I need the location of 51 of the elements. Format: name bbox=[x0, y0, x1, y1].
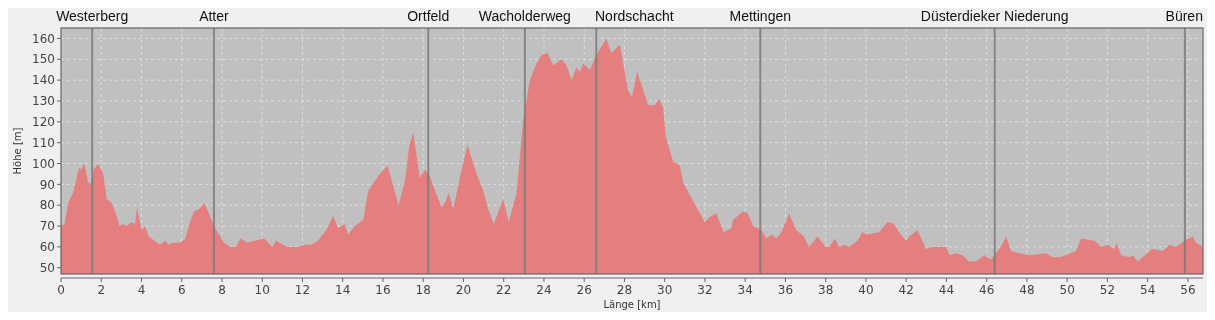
y-tick-label: 140 bbox=[32, 73, 55, 88]
y-tick-label: 160 bbox=[32, 31, 55, 46]
y-tick-label: 90 bbox=[39, 177, 55, 192]
x-tick-label: 38 bbox=[818, 283, 834, 297]
x-tick-label: 42 bbox=[898, 283, 914, 297]
x-tick-label: 26 bbox=[576, 283, 592, 297]
y-tick-label: 70 bbox=[39, 219, 55, 234]
x-tick-label: 4 bbox=[137, 283, 146, 297]
x-tick-label: 48 bbox=[1019, 283, 1035, 297]
ref-line-label: Nordschacht bbox=[595, 8, 674, 24]
x-tick-label: 20 bbox=[455, 283, 472, 297]
x-tick-label: 32 bbox=[697, 283, 713, 297]
x-tick-label: 24 bbox=[536, 283, 552, 297]
ref-line-label: Westerberg bbox=[56, 8, 129, 24]
x-tick-label: 14 bbox=[335, 283, 351, 297]
y-tick-label: 100 bbox=[32, 156, 55, 171]
x-tick-label: 30 bbox=[657, 283, 673, 297]
x-tick-label: 8 bbox=[218, 283, 226, 297]
ref-line-label: Düsterdieker Niederung bbox=[920, 8, 1069, 24]
x-tick-label: 0 bbox=[57, 283, 65, 297]
x-tick-label: 40 bbox=[858, 283, 874, 297]
x-tick-label: 18 bbox=[415, 283, 431, 297]
x-tick-label: 22 bbox=[496, 283, 512, 297]
y-tick-label: 150 bbox=[32, 52, 55, 67]
y-tick-label: 50 bbox=[39, 260, 55, 275]
x-tick-label: 54 bbox=[1140, 283, 1156, 297]
x-tick-label: 2 bbox=[97, 283, 106, 297]
y-tick-label: 60 bbox=[39, 240, 55, 255]
x-axis-title: Länge [km] bbox=[603, 299, 661, 310]
x-tick-label: 12 bbox=[294, 283, 311, 297]
x-tick-label: 52 bbox=[1099, 283, 1116, 297]
ref-line-label: Büren bbox=[1165, 8, 1203, 24]
y-tick-label: 110 bbox=[32, 135, 55, 150]
x-tick-label: 50 bbox=[1059, 283, 1075, 297]
ref-line-label: Wacholderweg bbox=[478, 8, 571, 24]
y-tick-label: 130 bbox=[32, 94, 55, 109]
ref-line-label: Atter bbox=[199, 8, 230, 24]
ref-line-label: Ortfeld bbox=[407, 8, 450, 24]
x-tick-label: 16 bbox=[375, 283, 391, 297]
x-tick-label: 34 bbox=[737, 283, 753, 297]
x-tick-label: 28 bbox=[616, 283, 633, 297]
y-axis-title: Höhe [m] bbox=[12, 127, 23, 175]
x-tick-label: 6 bbox=[177, 283, 186, 297]
ref-line-label: Mettingen bbox=[729, 8, 792, 24]
x-tick-label: 36 bbox=[777, 283, 794, 297]
x-tick-label: 56 bbox=[1180, 283, 1196, 297]
y-tick-label: 120 bbox=[32, 115, 55, 130]
y-tick-label: 80 bbox=[39, 198, 55, 213]
x-tick-label: 46 bbox=[979, 283, 995, 297]
x-tick-label: 10 bbox=[254, 283, 270, 297]
x-tick-label: 44 bbox=[938, 283, 955, 297]
